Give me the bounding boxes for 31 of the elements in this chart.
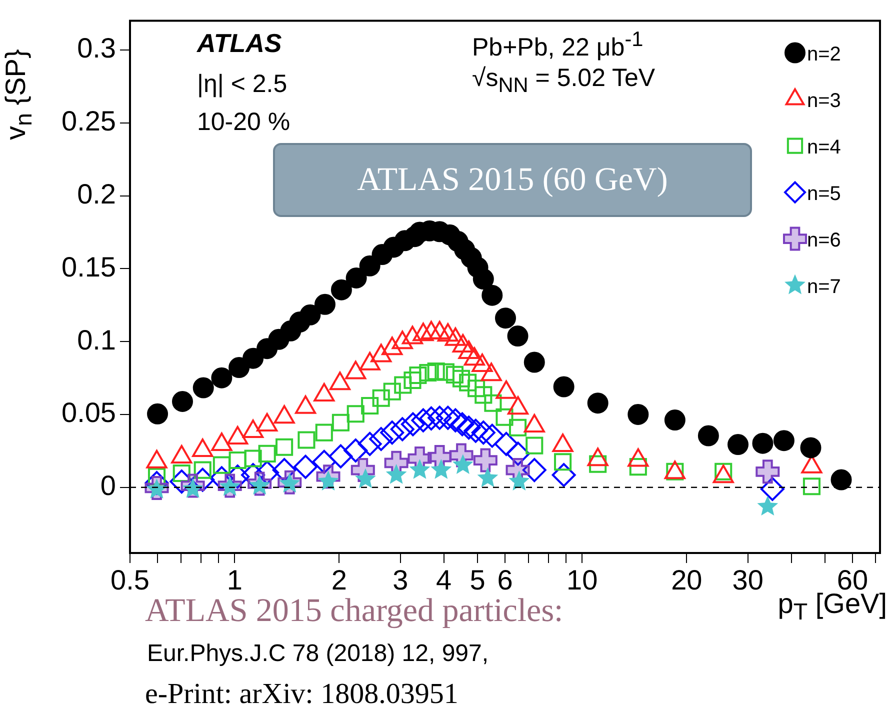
annotation: √s$_{NN}$ = 5.02 TeV bbox=[472, 64, 656, 97]
x-tick-label: 3 bbox=[392, 564, 408, 596]
text: Eur.Phys.J.C 78 (2018) 12, 997, bbox=[147, 640, 489, 667]
legend-label: n=7 bbox=[807, 276, 841, 298]
text: ATLAS 2015 charged particles: bbox=[145, 593, 564, 629]
x-tick-label: 30 bbox=[732, 564, 764, 596]
y-tick-label: 0.25 bbox=[62, 106, 116, 137]
y-tick-label: 0 bbox=[100, 470, 116, 502]
y-tick-label: 0.2 bbox=[77, 178, 116, 210]
legend-label: n=3 bbox=[807, 90, 841, 112]
x-tick-label: 10 bbox=[566, 564, 598, 596]
legend-label: n=4 bbox=[807, 136, 841, 158]
x-tick-label: 0.5 bbox=[110, 564, 150, 596]
x-tick-label: 2 bbox=[331, 564, 347, 596]
x-tick-label: 5 bbox=[470, 564, 486, 596]
legend-label: n=5 bbox=[807, 182, 841, 205]
y-tick-label: 0.1 bbox=[77, 324, 116, 356]
x-tick-label: 20 bbox=[671, 564, 702, 596]
annotation: 10-20 % bbox=[197, 108, 290, 136]
legend-label: n=2 bbox=[807, 43, 841, 66]
x-tick-label: 4 bbox=[436, 564, 452, 596]
x-tick-label: 1 bbox=[226, 564, 242, 596]
x-tick-label: 6 bbox=[497, 564, 513, 596]
y-tick-label: 0.3 bbox=[77, 32, 116, 64]
annotation: Pb+Pb, 22 μb$^{-1}$ bbox=[472, 28, 644, 62]
y-tick-label: 0.15 bbox=[62, 251, 116, 282]
annotation: |η| < 2.5 bbox=[197, 70, 288, 98]
text: e-Print: arXiv: 1808.03951 bbox=[145, 678, 458, 710]
y-tick-label: 0.05 bbox=[62, 397, 116, 428]
legend-label: n=6 bbox=[807, 229, 841, 252]
annotation: ATLAS bbox=[197, 28, 282, 58]
